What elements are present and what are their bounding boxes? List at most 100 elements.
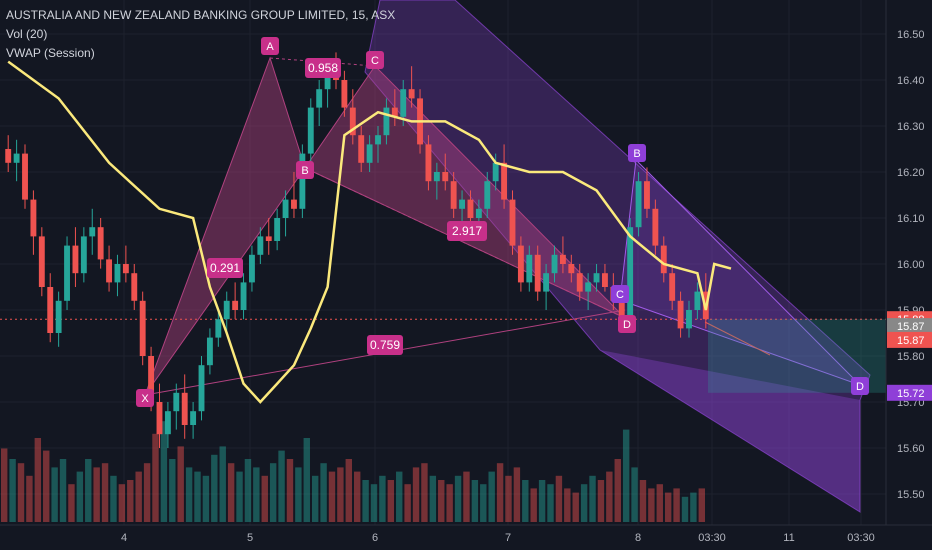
candle-body <box>114 264 121 283</box>
volume-bar <box>143 463 151 522</box>
ratio-label: 2.917 <box>452 224 482 238</box>
time-axis-bg <box>0 525 932 550</box>
volume-bar <box>253 467 260 522</box>
candle-body <box>391 107 398 117</box>
candle-body <box>686 310 692 329</box>
volume-bar <box>404 484 411 522</box>
candle-body <box>593 273 600 283</box>
price-tick-label: 16.50 <box>897 29 925 41</box>
candle-body <box>425 144 432 182</box>
candle-body <box>324 70 331 90</box>
volume-bar <box>185 467 193 522</box>
volume-bar <box>438 480 445 522</box>
price-tag-label: 15.87 <box>897 335 925 347</box>
vwap-indicator-label[interactable]: VWAP (Session) <box>6 46 95 60</box>
volume-bar <box>631 467 638 522</box>
pattern-point-a-marker <box>261 37 279 55</box>
candle-body <box>442 172 449 182</box>
candle-body <box>139 300 146 356</box>
volume-bar <box>681 496 689 522</box>
pattern-point-b-label: B <box>301 165 308 177</box>
price-tick-label: 16.20 <box>897 167 925 179</box>
chart-legend: AUSTRALIA AND NEW ZEALAND BANKING GROUP … <box>6 6 395 63</box>
volume-bar <box>564 488 571 522</box>
price-tick-label: 15.80 <box>897 351 925 363</box>
candle-body <box>433 172 440 182</box>
candle-body <box>652 208 659 246</box>
candle-body <box>55 300 62 333</box>
candle-body <box>106 259 113 283</box>
candle-body <box>215 319 222 338</box>
candle-body <box>316 89 323 108</box>
ratio-label-bg <box>367 335 403 355</box>
pattern-point-a-label: A <box>266 41 274 53</box>
volume-bar <box>505 475 512 522</box>
volume-bar <box>446 484 453 522</box>
candle-body <box>450 181 457 209</box>
ratio-label-bg <box>207 258 243 278</box>
volume-bar <box>606 471 613 522</box>
candle-body <box>282 199 289 218</box>
candle-body <box>644 181 650 209</box>
volume-bar <box>68 484 75 522</box>
volume-bar <box>412 467 420 522</box>
volume-bar <box>337 467 344 522</box>
volume-bar <box>219 446 226 522</box>
pattern-point-x-label: X <box>141 393 149 405</box>
volume-bar <box>547 484 554 522</box>
candle-body <box>366 144 373 163</box>
candle-body <box>156 402 163 435</box>
volume-bar <box>278 450 285 522</box>
volume-bar <box>1 448 8 522</box>
volume-bar <box>648 488 655 522</box>
pattern-point-c-marker <box>366 51 384 69</box>
volume-bar <box>152 433 159 522</box>
pattern-bd-line <box>304 167 626 319</box>
pattern-point-b-marker <box>296 161 314 179</box>
candle-body <box>400 89 407 117</box>
vwap-line <box>7 60 732 404</box>
volume-bar <box>169 459 176 522</box>
candle-body <box>206 337 213 366</box>
volume-bar <box>211 454 218 522</box>
volume-bar <box>110 475 117 522</box>
ratio-label-bg <box>447 221 487 241</box>
price-tag-bg <box>887 318 932 335</box>
candle-body <box>669 273 676 301</box>
candle-body <box>257 236 264 255</box>
candle-body <box>618 300 625 320</box>
candle-body <box>72 245 79 274</box>
candle-body <box>291 199 297 209</box>
volume-bar <box>85 459 92 522</box>
volume-bar <box>118 484 126 522</box>
volume-bar <box>522 480 529 522</box>
candle-body <box>89 227 96 237</box>
candle-body <box>164 411 171 435</box>
time-tick-label: 5 <box>247 532 253 544</box>
candle-body <box>265 236 272 241</box>
candle-body <box>501 162 508 200</box>
candle-body <box>148 356 155 402</box>
candle-body <box>173 392 180 412</box>
volume-bar <box>59 459 67 522</box>
chart-title: AUSTRALIA AND NEW ZEALAND BANKING GROUP … <box>6 8 396 22</box>
volume-bar <box>429 475 437 522</box>
candle-body <box>22 153 28 200</box>
candle-body <box>97 227 104 260</box>
volume-bar <box>160 421 168 522</box>
volume-bar <box>101 463 109 522</box>
channel-projection <box>600 350 860 512</box>
candle-body <box>375 135 381 145</box>
price-tag-bg <box>887 384 932 401</box>
candle-body <box>408 89 415 99</box>
time-tick-label: 11 <box>783 532 794 544</box>
candle-body <box>694 291 701 310</box>
candle-body <box>30 199 37 237</box>
volume-indicator-label[interactable]: Vol (20) <box>6 27 48 41</box>
candle-body <box>509 199 516 246</box>
candle-body <box>358 135 365 163</box>
volume-bar <box>538 480 546 522</box>
candle-body <box>467 199 474 218</box>
candle-body <box>190 411 197 425</box>
